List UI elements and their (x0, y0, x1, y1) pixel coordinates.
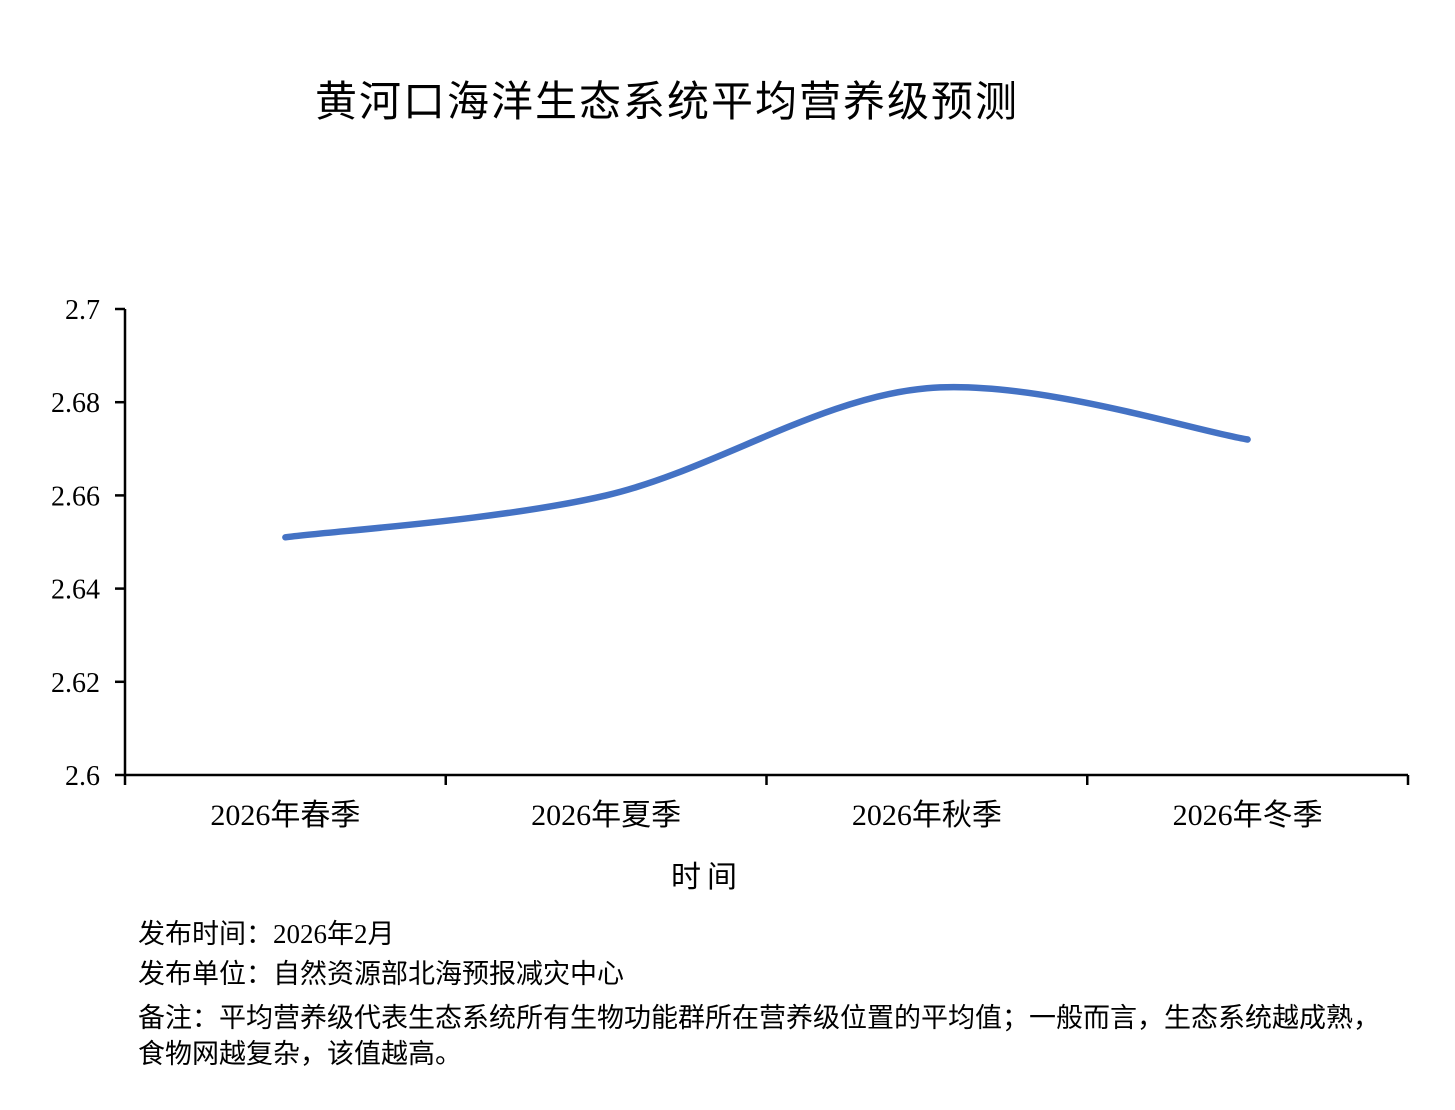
x-tick-label: 2026年春季 (210, 799, 360, 832)
x-tick-label: 2026年秋季 (852, 799, 1002, 832)
y-tick-label: 2.66 (51, 481, 100, 512)
release-unit-line: 发布单位：自然资源部北海预报减灾中心 (138, 959, 624, 989)
chart-title: 黄河口海洋生态系统平均营养级预测 (314, 80, 1019, 126)
forecast-line (282, 383, 1251, 541)
y-tick-label: 2.6 (65, 761, 100, 792)
y-tick-label: 2.64 (51, 575, 100, 606)
y-tick-label: 2.7 (65, 295, 100, 326)
footer-notes: 发布时间：2026年2月 发布单位：自然资源部北海预报减灾中心 备注：平均营养级… (138, 920, 1388, 1072)
x-tick-label: 2026年夏季 (531, 799, 681, 832)
release-time-line: 发布时间：2026年2月 (138, 919, 395, 949)
axes (123, 309, 1408, 777)
x-axis-title: 时间 (671, 861, 743, 894)
x-tick-label: 2026年冬季 (1173, 799, 1323, 832)
trophic-level-line-chart: 2.6 2.62 2.64 2.66 2.68 2.7 2026年春季 2026年夏季 2026… (51, 295, 1410, 832)
remark-line: 备注：平均营养级代表生态系统所有生物功能群所在营养级位置的平均值；一般而言，生态… (138, 1003, 1380, 1069)
y-tick-label: 2.62 (51, 668, 100, 699)
y-tick-label: 2.68 (51, 388, 100, 419)
